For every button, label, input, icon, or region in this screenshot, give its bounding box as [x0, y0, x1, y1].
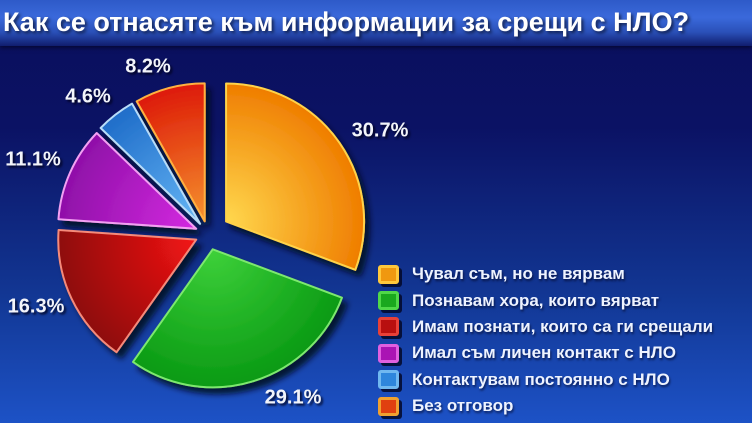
legend-swatch-icon	[378, 264, 399, 284]
legend-item-label: Имам познати, които са ги срещали	[412, 316, 714, 336]
legend-item-label: Без отговор	[412, 396, 514, 416]
legend-item: Познавам хора, които вярват	[378, 287, 713, 313]
page-title: Как се отнасяте към информации за срещи …	[3, 6, 690, 37]
pie-percent-label: 30.7%	[351, 119, 409, 142]
legend-item: Имал съм личен контакт с НЛО	[378, 340, 713, 366]
pie-percent-label: 16.3%	[7, 295, 65, 318]
legend-item-label: Контактувам постоянно с НЛО	[412, 369, 670, 389]
legend-swatch-icon	[378, 317, 399, 337]
legend-item: Чувал съм, но не вярвам	[378, 261, 713, 287]
legend-swatch-icon	[378, 370, 399, 390]
legend-swatch-icon	[378, 396, 399, 416]
legend-item: Без отговор	[378, 393, 713, 419]
pie-percent-label: 4.6%	[65, 85, 111, 108]
pie-slice-5	[135, 82, 206, 223]
legend-item-label: Имал съм личен контакт с НЛО	[412, 343, 676, 363]
pie-slice-1	[132, 248, 343, 389]
legend-item: Имам познати, които са ги срещали	[378, 314, 713, 340]
legend-item-label: Познавам хора, които вярват	[412, 290, 660, 310]
title-bar: Как се отнасяте към информации за срещи …	[0, 0, 752, 46]
pie-percent-label: 8.2%	[125, 55, 171, 78]
pie-slice-0	[225, 82, 366, 271]
pie-slice-2	[57, 229, 198, 354]
pie-slice-4	[99, 102, 202, 225]
legend: Чувал съм, но не вярвам Познавам хора, к…	[378, 261, 713, 419]
legend-item-label: Чувал съм, но не вярвам	[412, 264, 625, 284]
legend-swatch-icon	[378, 291, 399, 311]
pie-slice-3	[57, 132, 198, 230]
legend-swatch-icon	[378, 343, 399, 363]
pie-percent-label: 11.1%	[5, 148, 61, 171]
pie-percent-label: 29.1%	[264, 386, 322, 409]
legend-item: Контактувам постоянно с НЛО	[378, 367, 713, 393]
